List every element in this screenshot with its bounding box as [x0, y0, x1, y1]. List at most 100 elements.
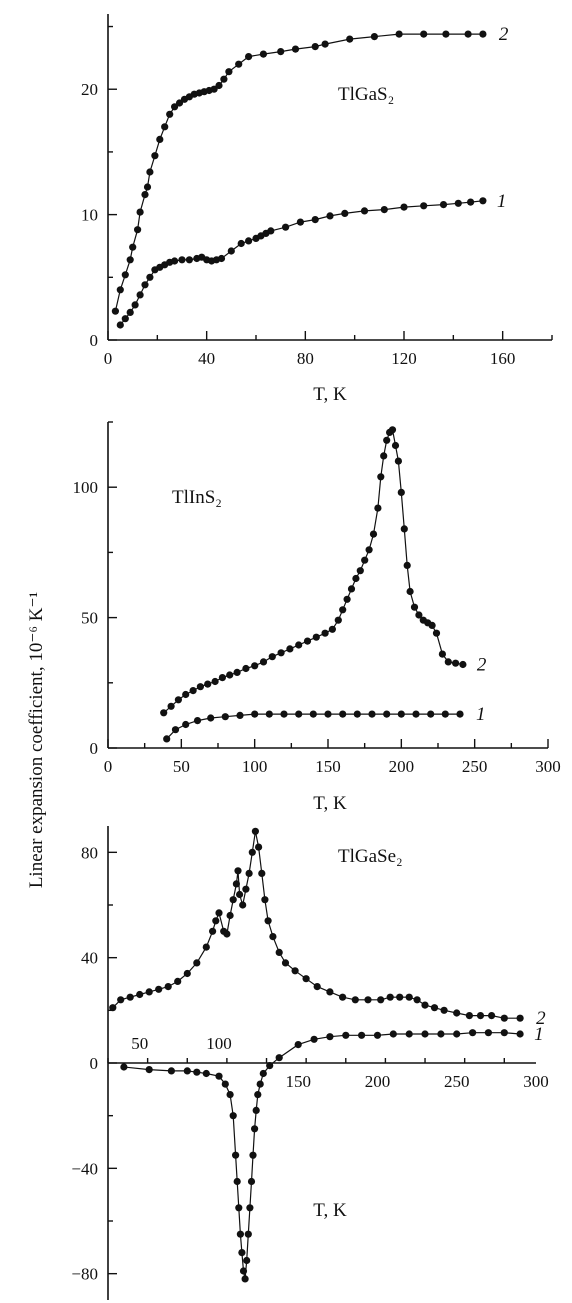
data-point — [121, 271, 129, 279]
data-point — [189, 687, 197, 695]
x-tick-label: 300 — [535, 757, 561, 776]
data-point — [247, 1177, 256, 1186]
series-label-2: 2 — [536, 1008, 546, 1029]
data-point — [453, 1030, 461, 1038]
data-point — [360, 207, 369, 215]
data-point — [311, 43, 319, 51]
data-point — [229, 1112, 237, 1120]
data-point — [400, 203, 408, 211]
data-point — [235, 60, 243, 68]
data-point — [126, 308, 134, 316]
series-line-1 — [166, 713, 460, 740]
data-point — [220, 75, 228, 83]
data-point — [267, 227, 275, 235]
data-point — [339, 993, 347, 1001]
data-point — [358, 1031, 366, 1039]
data-point — [226, 911, 234, 920]
data-point — [167, 702, 175, 710]
data-point — [421, 1001, 429, 1009]
y-tick-label: 0 — [90, 331, 99, 350]
data-point — [241, 1275, 249, 1283]
data-point — [145, 988, 153, 996]
data-point — [136, 291, 144, 299]
data-point — [405, 993, 413, 1001]
data-point — [207, 714, 215, 722]
data-point — [347, 585, 356, 593]
data-point — [171, 257, 179, 265]
data-point — [397, 488, 405, 496]
data-point — [120, 1063, 128, 1071]
data-point — [215, 1072, 223, 1080]
series-line-2 — [112, 831, 521, 1019]
data-point — [229, 896, 237, 904]
data-point — [388, 426, 397, 434]
data-point — [415, 611, 423, 619]
series-label-2: 2 — [477, 655, 487, 676]
data-point — [453, 1009, 461, 1017]
data-point — [406, 587, 414, 596]
data-point — [141, 281, 149, 289]
data-point — [391, 441, 400, 450]
series-label-1: 1 — [476, 704, 486, 725]
data-point — [286, 645, 294, 653]
data-point — [467, 198, 475, 206]
data-point — [266, 1062, 274, 1070]
data-point — [440, 1006, 448, 1014]
data-point — [232, 1151, 240, 1159]
data-point — [430, 1004, 439, 1012]
x-tick-label: 150 — [315, 757, 341, 776]
data-point — [245, 869, 253, 878]
data-point — [126, 993, 134, 1001]
data-point — [221, 713, 229, 721]
data-point — [145, 1066, 153, 1074]
data-point — [161, 123, 169, 131]
data-point — [242, 664, 250, 673]
data-point — [412, 710, 420, 718]
data-point — [212, 917, 220, 925]
y-tick-label: −80 — [71, 1265, 98, 1284]
x-axis-title-tlgas2: T, K — [313, 384, 347, 405]
data-point — [365, 546, 373, 554]
data-point — [143, 183, 152, 191]
series-line-1 — [119, 200, 483, 326]
data-point — [136, 208, 144, 216]
data-point — [193, 959, 201, 967]
data-point — [275, 948, 283, 957]
data-point — [368, 710, 376, 718]
data-point — [243, 1256, 251, 1265]
x-axis-title-tlins2: T, K — [313, 793, 347, 814]
data-point — [116, 321, 124, 329]
x-tick-label: 200 — [389, 757, 415, 776]
data-point — [294, 1041, 302, 1049]
data-point — [174, 696, 182, 704]
series-label-1: 1 — [534, 1024, 544, 1045]
data-point — [259, 658, 268, 666]
series-line-2 — [163, 428, 464, 714]
panel-tlgase2: TlGaSe₂ T, K −80 −40 0 40 80 50 100 150 200 250 30… — [71, 826, 549, 1300]
data-point — [420, 30, 428, 38]
data-point — [156, 135, 164, 143]
data-point — [269, 933, 277, 941]
x-tick-label: 50 — [131, 1034, 148, 1053]
x-tick-label: 0 — [104, 757, 113, 776]
data-point — [465, 1012, 473, 1020]
data-point — [444, 658, 452, 666]
data-point — [454, 199, 462, 207]
data-point — [264, 917, 272, 925]
data-point — [321, 629, 329, 637]
data-point — [178, 256, 186, 264]
data-point — [251, 827, 259, 835]
data-point — [479, 30, 487, 38]
series-line-2 — [114, 33, 483, 312]
y-tick-label: 80 — [81, 843, 98, 862]
x-tick-label: 50 — [173, 757, 190, 776]
data-point — [277, 48, 285, 56]
x-tick-label: 40 — [198, 349, 215, 368]
data-point — [312, 633, 320, 641]
data-point — [361, 556, 369, 564]
x-tick-label: 120 — [391, 349, 417, 368]
data-point — [394, 457, 402, 465]
data-point — [277, 649, 285, 657]
x-tick-label: 150 — [285, 1072, 311, 1091]
